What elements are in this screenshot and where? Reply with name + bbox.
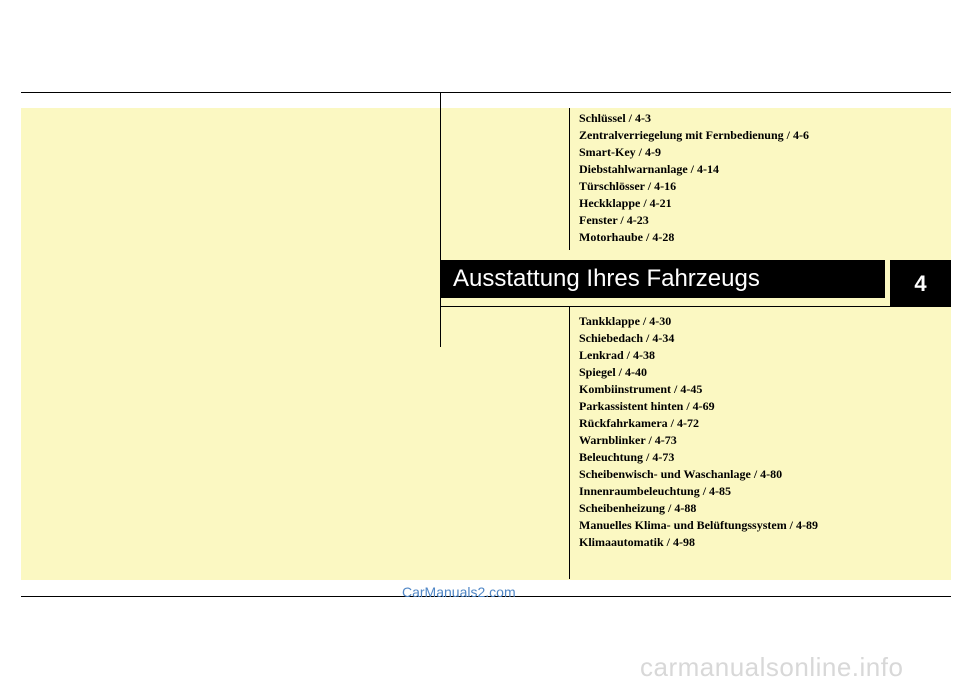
- toc-entry[interactable]: Schiebedach / 4-34: [579, 331, 675, 345]
- toc-entry[interactable]: Spiegel / 4-40: [579, 365, 647, 379]
- toc-entry[interactable]: Motorhaube / 4-28: [579, 230, 675, 244]
- toc-entry[interactable]: Lenkrad / 4-38: [579, 348, 656, 362]
- toc-entry[interactable]: Warnblinker / 4-73: [579, 433, 677, 447]
- toc-entry[interactable]: Scheibenwisch- und Waschanlage / 4-80: [579, 467, 783, 481]
- right-vertical-rule-top: [569, 108, 570, 250]
- toc-entry[interactable]: Heckklappe / 4-21: [579, 196, 672, 210]
- toc-entry[interactable]: Scheibenheizung / 4-88: [579, 501, 697, 515]
- watermark-footer: carmanualsonline.info: [640, 652, 904, 682]
- toc-entry[interactable]: Beleuchtung / 4-73: [579, 450, 675, 464]
- bottom-rule: [21, 596, 951, 597]
- toc-list-bottom: Tankklappe / 4-30 Schiebedach / 4-34 Lenkr…: [579, 313, 818, 551]
- mid-rule: [441, 306, 951, 307]
- toc-entry[interactable]: Zentralverriegelung mit Fernbedienung / …: [579, 128, 809, 142]
- toc-entry[interactable]: Fenster / 4-23: [579, 213, 649, 227]
- top-rule: [21, 92, 951, 93]
- toc-entry[interactable]: Manuelles Klima- und Belüftungssystem / …: [579, 518, 819, 532]
- toc-entry[interactable]: Kombiinstrument / 4-45: [579, 382, 703, 396]
- toc-entry[interactable]: Smart-Key / 4-9: [579, 145, 661, 159]
- toc-entry[interactable]: Klimaautomatik / 4-98: [579, 535, 695, 549]
- toc-entry[interactable]: Rückfahrkamera / 4-72: [579, 416, 699, 430]
- content-panel: [21, 108, 951, 580]
- chapter-number-badge: 4: [890, 260, 951, 307]
- left-vertical-rule: [440, 92, 441, 347]
- watermark-link[interactable]: CarManuals2.com: [402, 584, 516, 600]
- toc-entry[interactable]: Innenraumbeleuchtung / 4-85: [579, 484, 732, 498]
- right-vertical-rule-bottom: [569, 307, 570, 579]
- toc-entry[interactable]: Parkassistent hinten / 4-69: [579, 399, 715, 413]
- toc-entry[interactable]: Türschlösser / 4-16: [579, 179, 677, 193]
- toc-entry[interactable]: Tankklappe / 4-30: [579, 314, 672, 328]
- toc-list-top: Schlüssel / 4-3 Zentralverriegelung mit F…: [579, 110, 809, 246]
- toc-entry[interactable]: Schlüssel / 4-3: [579, 111, 652, 125]
- toc-entry[interactable]: Diebstahlwarnanlage / 4-14: [579, 162, 720, 176]
- section-title: Ausstattung Ihres Fahrzeugs: [441, 260, 885, 298]
